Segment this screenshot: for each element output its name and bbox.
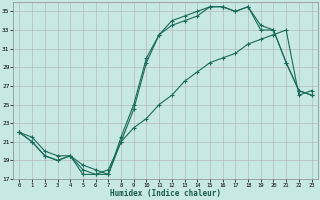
X-axis label: Humidex (Indice chaleur): Humidex (Indice chaleur) [110, 189, 221, 198]
